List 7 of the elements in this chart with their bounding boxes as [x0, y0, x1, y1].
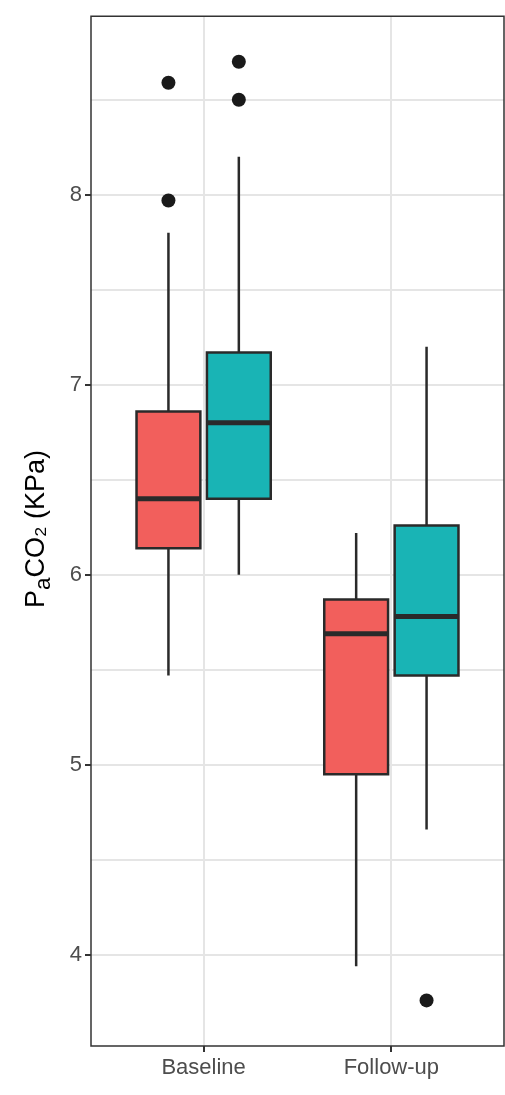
y-tick-label: 4 [69, 940, 82, 966]
y-tick-label: 7 [69, 370, 82, 396]
x-tick-label: Follow-up [343, 1054, 440, 1080]
y-tick-label: 5 [69, 750, 82, 776]
y-tick-label: 6 [69, 560, 82, 586]
x-tick-label: Baseline [161, 1054, 246, 1080]
y-tick-label: 8 [69, 180, 82, 206]
